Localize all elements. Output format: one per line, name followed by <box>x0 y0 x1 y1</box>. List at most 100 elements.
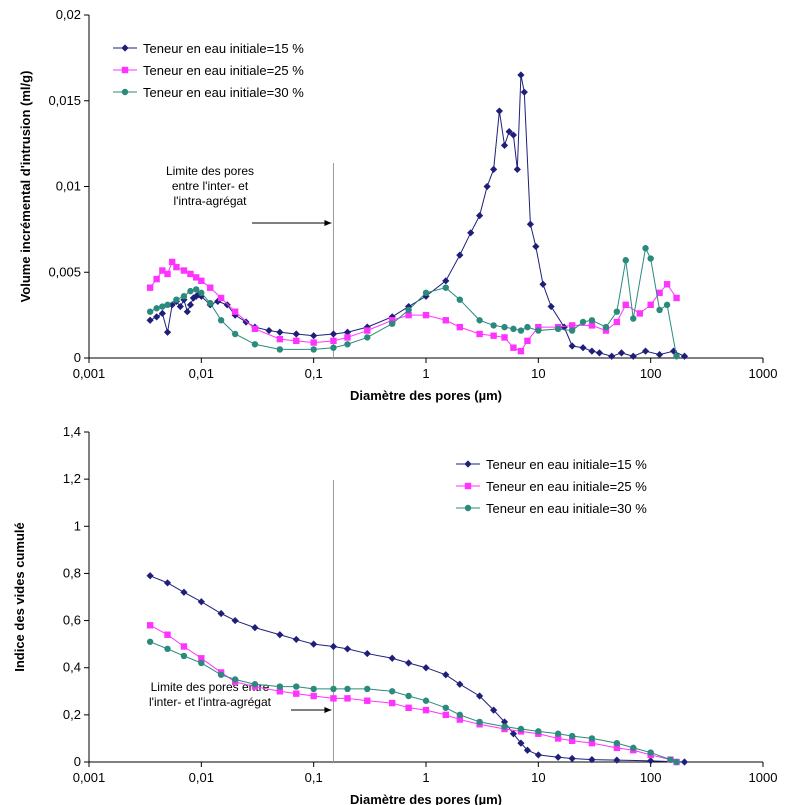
chart-1-series-0-point <box>490 706 498 714</box>
chart-1-x-tick-label: 0,001 <box>73 770 106 785</box>
chart-1-legend: Teneur en eau initiale=15 % Teneur en eau… <box>456 457 647 516</box>
chart-0-series-2-point <box>364 334 371 341</box>
chart-0-series-0-point <box>641 347 650 355</box>
chart-1-series-0-point <box>404 659 413 667</box>
chart-1-series-0 <box>146 572 689 766</box>
chart-1-series-2-point <box>251 681 259 688</box>
chart-0-axes: 0 0,005 0,01 0,015 0,02 0,001 0,01 0,1 1 10 100 100… <box>48 7 777 381</box>
chart-0-annotation-arrowhead <box>324 220 332 226</box>
chart-0-series-1-point <box>187 270 194 278</box>
chart-0-series-1-point <box>501 334 508 341</box>
chart-0-series-1-point <box>168 258 176 266</box>
chart-0-series-0-point <box>214 297 222 306</box>
chart-0-series-0-point <box>343 328 352 336</box>
chart-0-series-0-point <box>560 323 568 331</box>
chart-1-series-1-point <box>456 716 464 723</box>
chart-0-series-1-point <box>517 347 525 355</box>
chart-1-series-2-point <box>276 683 284 690</box>
chart-0-x-tick-label: 1 <box>422 366 429 381</box>
chart-1-series-2-point <box>330 685 337 693</box>
chart-0-series-1-point <box>198 277 205 285</box>
chart-0-series-0-point <box>526 220 535 228</box>
chart-0-series-1-point <box>173 263 180 271</box>
chart-0-series-0-point <box>329 330 338 338</box>
chart-1-series-0-point <box>197 598 205 606</box>
chart-incremental-intrusion: 0 0,005 0,01 0,015 0,02 0,001 0,01 0,1 1 10 100 100… <box>18 7 777 403</box>
chart-0-series-2-point <box>663 301 671 309</box>
chart-1-series-2-point <box>310 685 317 693</box>
chart-1-annotation-line: l'inter- et l'intra-agrégat <box>149 695 272 709</box>
chart-1-legend-label: Teneur en eau initiale=30 % <box>486 501 647 516</box>
chart-0-series-0-point <box>176 302 184 311</box>
chart-0-series-2-point <box>187 287 194 295</box>
chart-0-series-1-point <box>153 275 160 283</box>
chart-0-series-2-point <box>630 315 637 322</box>
chart-1-series-1-point <box>588 739 596 747</box>
chart-0-series-0-point <box>680 352 689 360</box>
chart-1-series-1-point <box>422 706 430 714</box>
chart-1-axes: 0 0,2 0,4 0,6 0,8 1 1,2 1,4 0,001 0,01 0,1 1 10 100 10… <box>63 424 778 785</box>
chart-0-series-2-point <box>207 299 214 307</box>
chart-0-series-1-point <box>613 318 621 326</box>
chart-0-series-1-point <box>159 267 166 274</box>
chart-0-series-0-point <box>505 128 513 136</box>
chart-0-series-0-point <box>442 277 450 285</box>
chart-1-series-0-point <box>217 609 225 618</box>
chart-0-series-2-point <box>180 293 188 300</box>
chart-0-series-1-point <box>146 284 154 291</box>
chart-0-series-0 <box>146 71 689 360</box>
chart-1-series-0-point <box>523 746 532 754</box>
chart-0-series-2-point <box>217 317 225 324</box>
chart-0-series-2-point <box>579 318 587 326</box>
chart-0-series-0-point <box>532 242 540 251</box>
chart-0-series-0-point <box>456 251 464 259</box>
chart-1-x-tick-label: 1000 <box>749 770 778 785</box>
chart-1-series-0-point <box>180 588 188 596</box>
chart-0-series-0-point <box>608 352 616 360</box>
chart-0-series-0-line <box>149 74 685 357</box>
chart-0-series-1-point <box>656 289 663 297</box>
chart-0-series-2-point <box>656 306 663 314</box>
chart-0-series-1-point <box>663 281 671 288</box>
chart-1-series-2-point <box>293 683 300 690</box>
chart-1-series-0-point <box>442 671 450 679</box>
chart-0-series-1-point <box>490 332 497 339</box>
chart-1-series-2-point <box>405 692 412 700</box>
chart-0-legend-marker <box>121 88 129 96</box>
chart-0-series-2-point <box>192 286 200 293</box>
chart-0-series-0-point <box>520 88 528 96</box>
chart-1-series-0-point <box>310 640 318 648</box>
chart-1-legend-marker <box>464 504 472 512</box>
chart-1-legend-label: Teneur en eau initiale=25 % <box>486 479 647 494</box>
chart-0-series-0-point <box>617 349 626 357</box>
chart-0-series-2 <box>146 245 680 360</box>
chart-1-series-2-point <box>517 725 525 733</box>
chart-0-series-0-point <box>588 347 596 355</box>
chart-0-series-0-point <box>197 292 205 300</box>
chart-1-legend-label: Teneur en eau initiale=15 % <box>486 457 647 472</box>
chart-1-series-0-point <box>388 654 396 662</box>
chart-1-series-2-point <box>647 749 654 756</box>
chart-1-x-tick-label: 0,1 <box>305 770 323 785</box>
chart-0-series-1-point <box>388 317 396 324</box>
chart-0-series-1-point <box>207 284 214 291</box>
chart-1-series-2-point <box>164 645 171 653</box>
chart-0-legend-label: Teneur en eau initiale=15 % <box>143 41 304 56</box>
chart-1-series-2-point <box>198 659 205 667</box>
chart-1-series-2-point <box>476 718 483 726</box>
chart-0-series-2-point <box>642 245 649 252</box>
chart-0-series-0-point <box>388 313 396 321</box>
chart-1-legend-marker <box>464 482 472 490</box>
chart-0-series-2-point <box>622 257 629 264</box>
chart-0-series-1-point <box>217 294 225 302</box>
chart-0-series-0-point <box>655 350 664 359</box>
chart-0-series-2-point <box>442 284 449 291</box>
chart-cumulative-void-index: 0 0,2 0,4 0,6 0,8 1 1,2 1,4 0,001 0,01 0,1 1 10 100 10… <box>12 424 778 805</box>
chart-0-series-1-point <box>647 301 654 309</box>
chart-0-series-2-point <box>602 323 610 331</box>
chart-0-series-2-point <box>198 289 205 297</box>
chart-1-series-1-point <box>442 711 449 719</box>
chart-0-series-2-point <box>501 323 508 331</box>
chart-1-series-0-point <box>517 739 525 747</box>
